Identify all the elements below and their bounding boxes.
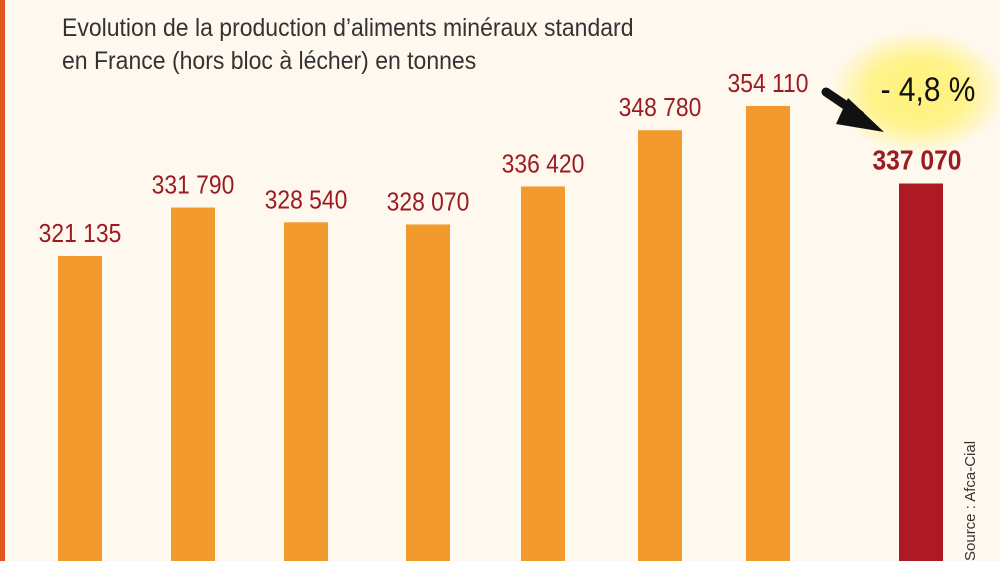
arrow-down-right-icon [821, 87, 884, 132]
left-accent-strip [0, 0, 5, 561]
chart-title-line-2: en France (hors bloc à lécher) en tonnes [62, 47, 477, 75]
value-label-highlight: 337 070 [872, 144, 961, 176]
value-label: 354 110 [728, 70, 809, 99]
bar [521, 186, 565, 561]
value-label: 328 070 [387, 188, 470, 217]
source-note: Source : Afca-Cial [962, 440, 979, 561]
bar [746, 106, 790, 561]
bar [406, 224, 450, 561]
value-label: 348 780 [619, 94, 702, 123]
chart-title: Evolution de la production d’aliments mi… [62, 12, 706, 78]
bar-highlight [899, 183, 943, 561]
change-percent-label: - 4,8 % [881, 70, 976, 108]
value-label: 336 420 [502, 150, 585, 179]
value-label: 321 135 [39, 220, 122, 249]
bar [284, 222, 328, 561]
bar [171, 207, 215, 561]
bar [638, 130, 682, 561]
bar [58, 256, 102, 561]
value-label: 331 790 [152, 171, 235, 200]
value-label: 328 540 [265, 186, 348, 215]
chart-title-line-1: Evolution de la production d’aliments mi… [62, 14, 634, 42]
